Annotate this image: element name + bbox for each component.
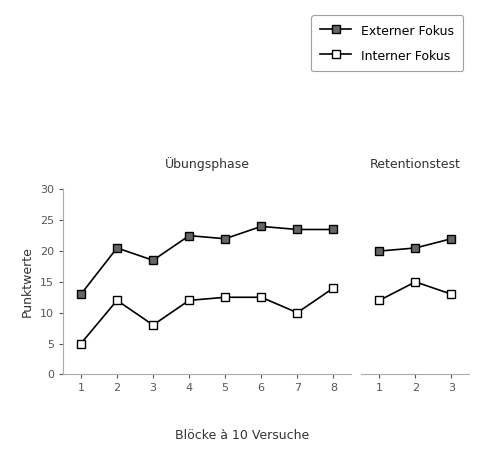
Legend: Externer Fokus, Interner Fokus: Externer Fokus, Interner Fokus [312, 15, 463, 71]
Text: Blöcke à 10 Versuche: Blöcke à 10 Versuche [175, 429, 309, 442]
Y-axis label: Punktwerte: Punktwerte [21, 246, 34, 318]
Text: Retentionstest: Retentionstest [370, 158, 461, 171]
Text: Übungsphase: Übungsphase [165, 157, 250, 171]
